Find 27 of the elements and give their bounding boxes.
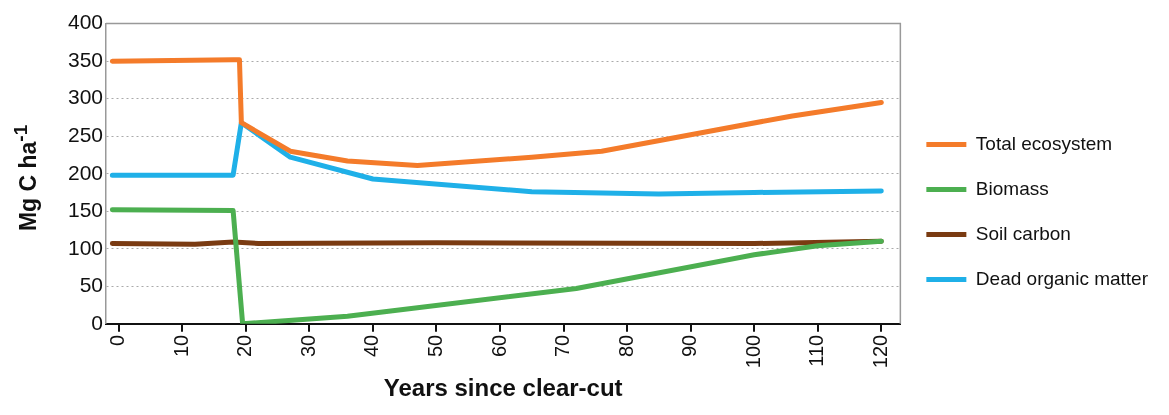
x-tick-label: 90 <box>678 334 701 358</box>
legend-label: Soil carbon <box>975 222 1071 244</box>
y-tick-label: 0 <box>91 310 103 334</box>
x-axis-title: Years since clear-cut <box>383 374 623 402</box>
x-tick-label: 100 <box>741 334 764 369</box>
y-tick-label: 50 <box>79 273 103 297</box>
legend-label: Biomass <box>975 177 1049 199</box>
y-tick-label: 300 <box>67 85 103 109</box>
x-tick-label: 70 <box>551 334 574 358</box>
y-tick-label: 200 <box>67 160 103 184</box>
legend-label: Total ecosystem <box>975 132 1113 154</box>
y-tick-label: 100 <box>67 235 103 259</box>
x-tick-label: 30 <box>296 334 319 358</box>
x-tick-label: 0 <box>106 334 129 346</box>
y-tick-label: 350 <box>67 47 103 71</box>
x-tick-label: 50 <box>423 334 446 358</box>
legend-label: Dead organic matter <box>975 267 1149 289</box>
x-tick-label: 120 <box>868 334 891 369</box>
x-tick-label: 80 <box>614 334 637 358</box>
x-tick-label: 20 <box>233 334 256 358</box>
y-tick-label: 400 <box>67 10 103 34</box>
x-tick-label: 60 <box>487 334 510 358</box>
y-tick-label: 250 <box>67 122 103 146</box>
y-tick-label: 150 <box>67 198 103 222</box>
x-tick-label: 110 <box>805 334 828 367</box>
x-tick-label: 40 <box>360 334 383 358</box>
x-tick-label: 10 <box>169 334 192 358</box>
